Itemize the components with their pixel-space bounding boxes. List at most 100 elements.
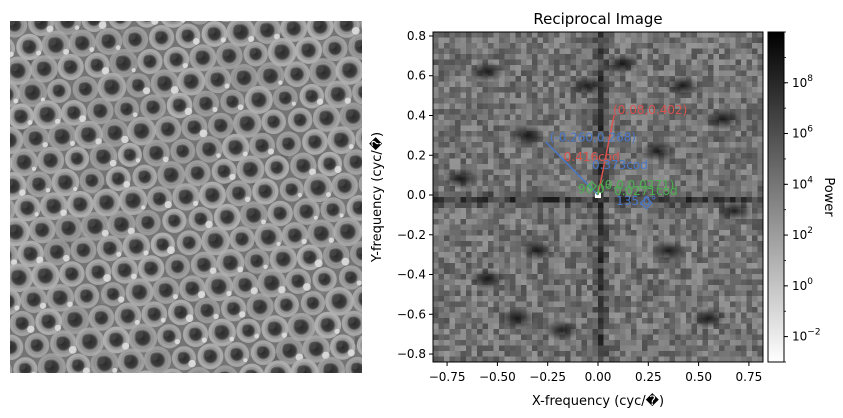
heatmap-cell	[559, 48, 566, 55]
heatmap-cell	[642, 334, 648, 341]
heatmap-cell	[438, 263, 445, 269]
heatmap-cell	[746, 180, 753, 187]
heatmap-cell	[576, 180, 582, 187]
heatmap-cell	[636, 219, 643, 225]
cell-nucleus	[233, 24, 242, 33]
heatmap-cell	[757, 290, 763, 297]
heatmap-cell	[735, 92, 742, 99]
cell	[109, 375, 130, 396]
heatmap-cell	[757, 268, 763, 275]
heatmap-cell	[647, 158, 654, 165]
heatmap-cell	[664, 103, 670, 110]
heatmap-cell	[532, 285, 538, 291]
heatmap-cell	[746, 197, 753, 203]
heatmap-cell	[702, 87, 709, 93]
heatmap-cell	[609, 147, 615, 154]
cell-nucleus	[246, 208, 255, 216]
heatmap-cell	[521, 208, 527, 214]
heatmap-cell	[680, 279, 687, 286]
heatmap-cell	[587, 219, 593, 225]
heatmap-cell	[675, 307, 681, 313]
heatmap-cell	[515, 235, 522, 242]
bright-spot	[63, 48, 70, 55]
heatmap-cell	[609, 142, 615, 148]
heatmap-cell	[466, 43, 472, 49]
heatmap-cell	[548, 340, 555, 346]
bright-spot	[334, 328, 340, 334]
heatmap-cell	[664, 32, 670, 38]
heatmap-cell	[499, 301, 505, 308]
heatmap-cell	[636, 307, 643, 313]
heatmap-cell	[724, 186, 731, 192]
heatmap-cell	[757, 131, 763, 137]
heatmap-cell	[433, 136, 439, 143]
cell-nucleus	[329, 248, 337, 257]
cell-nucleus	[260, 23, 268, 31]
heatmap-cell	[735, 59, 742, 66]
heatmap-cell	[603, 54, 610, 60]
heatmap-cell	[548, 114, 555, 121]
cell-nucleus	[93, 104, 101, 112]
heatmap-cell	[587, 312, 593, 319]
heatmap-cell	[581, 158, 588, 165]
heatmap-cell	[438, 213, 445, 220]
heatmap-cell	[746, 136, 753, 143]
heatmap-cell	[526, 32, 533, 38]
heatmap-cell	[499, 230, 505, 236]
heatmap-cell	[603, 131, 610, 137]
heatmap-cell	[741, 224, 747, 231]
heatmap-cell	[438, 169, 445, 176]
heatmap-cell	[482, 37, 489, 44]
heatmap-cell	[752, 59, 758, 66]
heatmap-cell	[576, 92, 582, 99]
heatmap-cell	[537, 230, 544, 236]
heatmap-cell	[543, 48, 549, 55]
heatmap-cell	[587, 48, 593, 55]
heatmap-cell	[642, 81, 648, 88]
bright-spot	[237, 266, 244, 273]
heatmap-cell	[675, 340, 681, 346]
heatmap-cell	[482, 290, 489, 297]
heatmap-cell	[460, 131, 467, 137]
heatmap-cell	[548, 48, 555, 55]
heatmap-cell	[455, 142, 461, 148]
heatmap-cell	[587, 103, 593, 110]
heatmap-cell	[691, 257, 698, 264]
heatmap-cell	[570, 120, 577, 126]
heatmap-cell	[565, 109, 571, 115]
heatmap-cell	[433, 109, 439, 115]
heatmap-cell	[515, 191, 522, 198]
cell	[69, 194, 91, 215]
heatmap-cell	[620, 312, 626, 319]
heatmap-cell	[614, 180, 621, 187]
cell	[10, 220, 28, 244]
heatmap-cell	[653, 351, 659, 357]
heatmap-cell	[455, 263, 461, 269]
heatmap-cell	[477, 351, 483, 357]
heatmap-cell	[510, 158, 516, 165]
heatmap-cell	[592, 197, 599, 203]
heatmap-cell	[488, 334, 494, 341]
heatmap-cell	[658, 32, 665, 38]
heatmap-cell	[636, 169, 643, 176]
heatmap-cell	[625, 334, 632, 341]
heatmap-cell	[570, 285, 577, 291]
heatmap-cell	[548, 43, 555, 49]
cell	[168, 257, 187, 276]
heatmap-cell	[526, 334, 533, 341]
heatmap-cell	[515, 70, 522, 77]
cell	[151, 28, 172, 48]
heatmap-cell	[647, 235, 654, 242]
heatmap-cell	[636, 202, 643, 209]
heatmap-cell	[449, 235, 456, 242]
heatmap-cell	[554, 290, 560, 297]
heatmap-cell	[510, 125, 516, 132]
heatmap-cell	[686, 301, 692, 308]
heatmap-cell	[521, 109, 527, 115]
heatmap-cell	[752, 81, 758, 88]
heatmap-cell	[702, 54, 709, 60]
heatmap-cell	[614, 87, 621, 93]
heatmap-cell	[537, 345, 544, 352]
heatmap-cell	[521, 153, 527, 159]
heatmap-cell	[647, 345, 654, 352]
